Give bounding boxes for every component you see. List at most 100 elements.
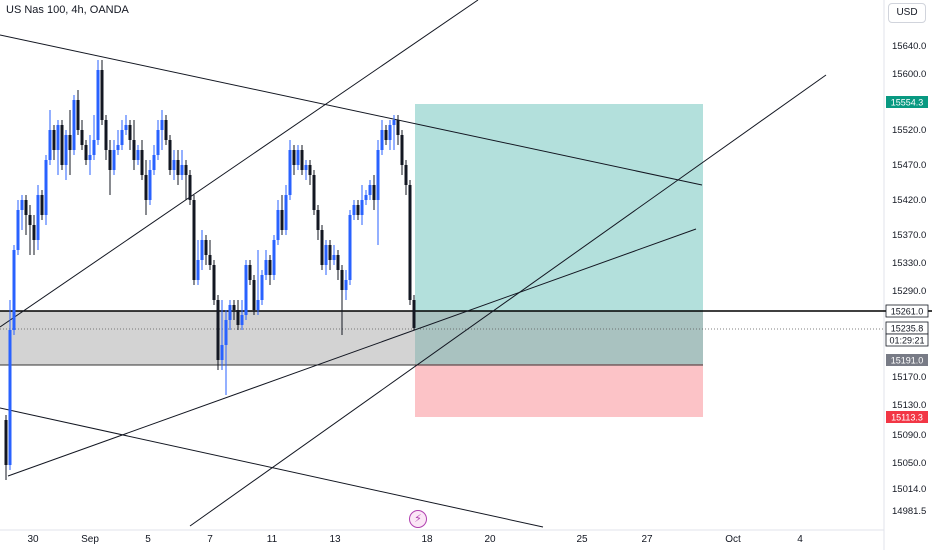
x-tick-label: 30: [27, 534, 39, 545]
candle-body: [296, 150, 300, 165]
y-tick-label: 15370.0: [892, 230, 926, 241]
y-tick-label: 15050.0: [892, 458, 926, 469]
y-tick-label: 15640.0: [892, 41, 926, 52]
candle-body: [24, 200, 28, 215]
candle-body: [360, 200, 364, 215]
candle-body: [252, 280, 256, 310]
descending-trendline-upper: [0, 34, 703, 186]
candle-body: [84, 145, 88, 160]
candle-body: [256, 300, 260, 310]
candle-body: [140, 150, 144, 175]
candle-body: [88, 155, 92, 160]
candle-body: [380, 130, 384, 150]
y-tick-label: 15420.0: [892, 195, 926, 206]
candle-body: [128, 125, 132, 140]
candle-body: [160, 120, 164, 130]
price-label-badge: [886, 411, 928, 423]
candle-body: [200, 240, 204, 260]
candle-body: [8, 330, 12, 465]
x-tick-label: Oct: [725, 534, 741, 545]
x-tick-label: 13: [329, 534, 341, 545]
candle-body: [168, 140, 172, 170]
candle-body: [312, 175, 316, 210]
currency-button[interactable]: USD: [888, 3, 926, 23]
x-tick-label: 5: [145, 534, 151, 545]
x-tick-label: 11: [267, 534, 278, 545]
price-label-badge: [886, 96, 928, 108]
y-tick-label: 14981.5: [892, 506, 926, 517]
candle-body: [148, 170, 152, 200]
candle-body: [304, 165, 308, 170]
candle-body: [328, 245, 332, 260]
x-tick-label: Sep: [81, 534, 99, 545]
candle-body: [324, 245, 328, 265]
x-tick-label: 27: [641, 534, 653, 545]
x-tick-label: 20: [484, 534, 496, 545]
candle-body: [388, 125, 392, 140]
candle-body: [164, 120, 168, 140]
candle-body: [28, 215, 32, 225]
candle-body: [132, 140, 136, 160]
x-tick-label: 7: [207, 534, 213, 545]
ascending-trendline-long: [189, 74, 827, 527]
price-label-text: 01:29:21: [889, 336, 924, 346]
candle-body: [100, 70, 104, 120]
candle-body: [144, 175, 148, 200]
candle-body: [76, 100, 80, 130]
candle-body: [48, 130, 52, 160]
candle-body: [56, 125, 60, 150]
candle-body: [36, 195, 40, 240]
candle-body: [344, 280, 348, 290]
candle-body: [12, 250, 16, 330]
candle-body: [216, 300, 220, 360]
candle-body: [224, 320, 228, 345]
candle-body: [68, 135, 72, 150]
candle-body: [300, 150, 304, 170]
price-label-text: 15113.3: [891, 413, 923, 423]
candle-body: [64, 135, 68, 165]
y-tick-label: 15170.0: [892, 372, 926, 383]
candle-body: [392, 120, 396, 125]
candle-body: [152, 155, 156, 170]
candle-body: [104, 120, 108, 150]
candle-body: [400, 135, 404, 165]
x-tick-label: 18: [421, 534, 433, 545]
candle-body: [316, 210, 320, 230]
candle-body: [204, 240, 208, 255]
y-tick-label: 15290.0: [892, 286, 926, 297]
candle-body: [124, 125, 128, 130]
candle-body: [288, 150, 292, 195]
candle-body: [244, 265, 248, 315]
candle-body: [180, 165, 184, 175]
candle-body: [248, 265, 252, 280]
price-label-text: 15554.3: [891, 98, 924, 108]
candle-body: [412, 300, 416, 328]
target-zone: [415, 104, 703, 364]
candle-body: [136, 150, 140, 160]
candle-body: [368, 185, 372, 195]
candle-body: [60, 125, 64, 165]
candle-body: [396, 120, 400, 135]
price-label-text: 15235.8: [891, 324, 924, 334]
candle-body: [16, 210, 20, 250]
candle-body: [364, 195, 368, 200]
candle-body: [52, 130, 56, 150]
candle-body: [232, 305, 236, 310]
candle-body: [356, 205, 360, 215]
stop-zone: [415, 364, 703, 417]
candle-body: [176, 160, 180, 175]
y-tick-label: 15130.0: [892, 400, 926, 411]
y-tick-label: 15330.0: [892, 258, 926, 269]
price-label-badge: [886, 354, 928, 366]
candle-body: [96, 70, 100, 140]
candle-body: [172, 160, 176, 170]
symbol-title[interactable]: US Nas 100, 4h, OANDA: [6, 4, 129, 16]
lightning-bolt-icon[interactable]: ⚡: [409, 510, 427, 528]
candle-body: [212, 265, 216, 300]
y-tick-label: 15520.0: [892, 125, 926, 136]
candle-body: [384, 130, 388, 140]
candle-body: [236, 310, 240, 325]
candle-body: [188, 175, 192, 200]
